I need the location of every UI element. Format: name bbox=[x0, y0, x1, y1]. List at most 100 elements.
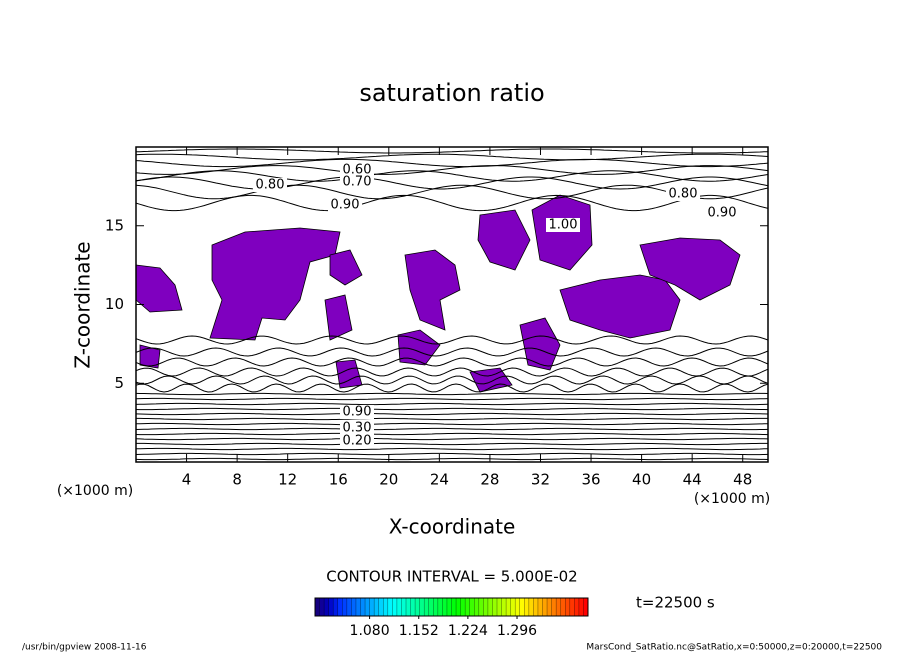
shaded-region bbox=[329, 249, 363, 286]
contour-line bbox=[135, 357, 769, 367]
x-tick-label: 16 bbox=[329, 471, 348, 489]
colorbar-cell bbox=[583, 598, 589, 616]
colorbar-cell bbox=[337, 598, 343, 616]
colorbar-cell bbox=[360, 598, 366, 616]
colorbar-cell bbox=[506, 598, 512, 616]
time-label: t=22500 s bbox=[636, 594, 715, 612]
colorbar-cell bbox=[560, 598, 566, 616]
contour-line bbox=[135, 383, 769, 393]
y-tick-label: 10 bbox=[105, 295, 124, 313]
contour-label-bg bbox=[340, 405, 374, 419]
colorbar-cell bbox=[324, 598, 330, 616]
colorbar-cell bbox=[328, 598, 334, 616]
shaded-region bbox=[404, 249, 461, 331]
colorbar-tick-label: 1.224 bbox=[448, 623, 488, 639]
contour-line bbox=[135, 148, 769, 154]
colorbar-cell bbox=[474, 598, 480, 616]
contour-line bbox=[135, 452, 769, 456]
contour-label-bg bbox=[340, 175, 374, 189]
colorbar-cell bbox=[396, 598, 402, 616]
x-tick-label: 12 bbox=[278, 471, 297, 489]
contour-line bbox=[135, 447, 769, 451]
contour-line bbox=[135, 412, 769, 416]
colorbar-cell bbox=[515, 598, 521, 616]
colorbar-cell bbox=[401, 598, 407, 616]
colorbar-cell bbox=[478, 598, 484, 616]
contour-label-bg bbox=[340, 434, 374, 448]
contour-label: 0.20 bbox=[343, 434, 372, 449]
colorbar-cell bbox=[446, 598, 452, 616]
x-tick-label: 36 bbox=[581, 471, 600, 489]
colorbar-cell bbox=[387, 598, 393, 616]
colorbar-cell bbox=[365, 598, 371, 616]
x-tick-label: 24 bbox=[430, 471, 449, 489]
contour-line bbox=[135, 397, 769, 401]
x-tick-label: 48 bbox=[733, 471, 752, 489]
contour-line bbox=[135, 422, 769, 426]
colorbar-cell bbox=[374, 598, 380, 616]
shaded-region bbox=[477, 209, 531, 271]
colorbar-tick-label: 1.152 bbox=[399, 623, 439, 639]
contour-line bbox=[135, 367, 769, 377]
x-unit: (×1000 m) bbox=[694, 491, 770, 507]
colorbar-cell bbox=[501, 598, 507, 616]
colorbar-cell bbox=[383, 598, 389, 616]
contour-line bbox=[135, 392, 769, 396]
contour-line bbox=[135, 402, 769, 406]
colorbar-cell bbox=[415, 598, 421, 616]
contour-line bbox=[135, 437, 769, 441]
contour-line bbox=[135, 407, 769, 411]
colorbar-cell bbox=[451, 598, 457, 616]
colorbar-tick-label: 1.296 bbox=[497, 623, 537, 639]
colorbar-cell bbox=[551, 598, 557, 616]
contour-line bbox=[135, 170, 769, 182]
colorbar-cell bbox=[492, 598, 498, 616]
contour-label-bg bbox=[546, 218, 580, 232]
contour-line bbox=[135, 347, 769, 357]
colorbar-cell bbox=[433, 598, 439, 616]
y-axis-label: Z-coordinate bbox=[71, 241, 95, 368]
colorbar-cell bbox=[569, 598, 575, 616]
contour-label: 0.30 bbox=[343, 421, 372, 436]
colorbar-frame bbox=[314, 597, 589, 617]
contour-lines bbox=[135, 148, 769, 461]
colorbar-cell bbox=[456, 598, 462, 616]
contour-label-bg bbox=[666, 187, 700, 201]
shaded-regions bbox=[135, 194, 741, 393]
colorbar: 1.080 1.152 1.224 1.296 bbox=[314, 597, 589, 639]
contour-line bbox=[135, 335, 769, 345]
x-tick-label: 4 bbox=[182, 471, 192, 489]
colorbar-cell bbox=[351, 598, 357, 616]
contour-label: 0.90 bbox=[708, 206, 737, 221]
colorbar-cell bbox=[346, 598, 352, 616]
colorbar-cell bbox=[487, 598, 493, 616]
colorbar-cell bbox=[437, 598, 443, 616]
shaded-region bbox=[397, 329, 441, 366]
colorbar-cell bbox=[537, 598, 543, 616]
contour-label: 0.60 bbox=[343, 163, 372, 178]
x-axis-label: X-coordinate bbox=[389, 515, 516, 539]
colorbar-cell bbox=[533, 598, 539, 616]
contour-label: 0.90 bbox=[343, 405, 372, 420]
x-tick-label: 44 bbox=[683, 471, 702, 489]
colorbar-cell bbox=[465, 598, 471, 616]
contour-label: 0.80 bbox=[256, 178, 285, 193]
colorbar-cell bbox=[355, 598, 361, 616]
contour-label: 0.70 bbox=[343, 175, 372, 190]
colorbar-cell bbox=[510, 598, 516, 616]
contour-line bbox=[135, 158, 769, 168]
colorbar-cell bbox=[556, 598, 562, 616]
contour-label-bg bbox=[705, 206, 739, 220]
contour-line bbox=[135, 457, 769, 461]
colorbar-cell bbox=[497, 598, 503, 616]
x-tick-label: 28 bbox=[480, 471, 499, 489]
colorbar-cell bbox=[315, 598, 321, 616]
contour-line bbox=[135, 176, 769, 190]
contour-label-bg bbox=[340, 421, 374, 435]
colorbar-cell bbox=[428, 598, 434, 616]
colorbar-cell bbox=[392, 598, 398, 616]
contour-line bbox=[136, 417, 768, 421]
footer-right: MarsCond_SatRatio.nc@SatRatio,x=0:50000,… bbox=[586, 643, 882, 653]
contour-line bbox=[135, 153, 769, 161]
